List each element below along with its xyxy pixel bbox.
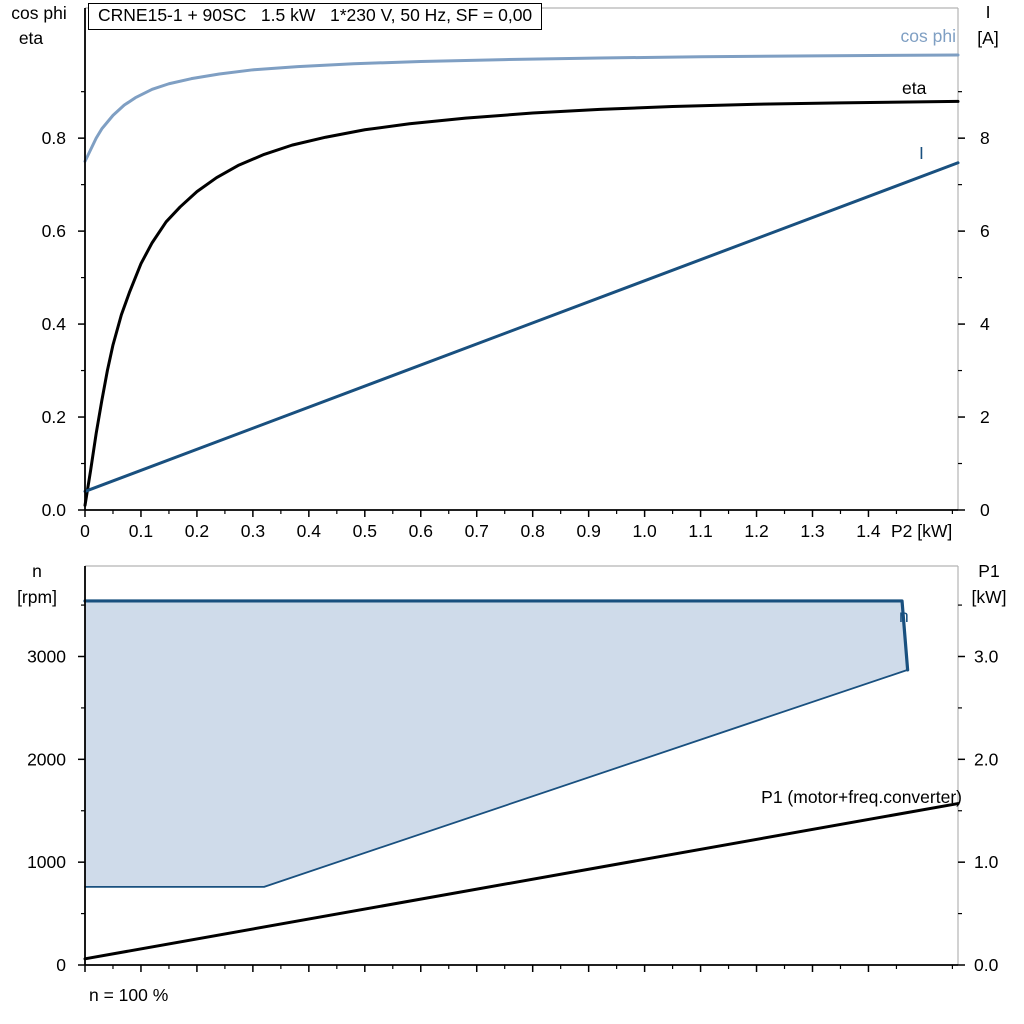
upper-right-axis-title-unit: [A] <box>977 28 999 48</box>
svg-text:0.7: 0.7 <box>465 521 489 541</box>
svg-text:1.3: 1.3 <box>800 521 824 541</box>
svg-text:0.0: 0.0 <box>42 500 67 520</box>
svg-text:2: 2 <box>980 407 990 427</box>
lower-right-axis-title-p1: P1 <box>978 561 1000 581</box>
upper-left-axis-title-cosphi: cos phi <box>11 3 67 23</box>
svg-text:0: 0 <box>980 500 990 520</box>
svg-text:0.2: 0.2 <box>42 407 66 427</box>
svg-text:2.0: 2.0 <box>974 749 999 769</box>
svg-text:0.9: 0.9 <box>576 521 600 541</box>
svg-text:0.4: 0.4 <box>42 314 67 334</box>
svg-text:1.0: 1.0 <box>974 852 999 872</box>
svg-text:0.0: 0.0 <box>974 955 999 975</box>
cos-phi-curve-label: cos phi <box>900 26 956 46</box>
svg-text:0.3: 0.3 <box>241 521 265 541</box>
lower-left-axis-title-n: n <box>32 561 42 581</box>
chart-title-box: CRNE15-1 + 90SC 1.5 kW 1*230 V, 50 Hz, S… <box>88 3 543 30</box>
svg-text:0.2: 0.2 <box>185 521 209 541</box>
svg-text:3.0: 3.0 <box>974 646 999 666</box>
svg-text:0.4: 0.4 <box>297 521 322 541</box>
svg-text:0.6: 0.6 <box>42 221 66 241</box>
svg-text:0.8: 0.8 <box>521 521 545 541</box>
speed-region-label: n <box>899 606 909 626</box>
upper-left-axis-title-eta: eta <box>18 28 44 48</box>
svg-text:1.1: 1.1 <box>688 521 712 541</box>
svg-text:1.2: 1.2 <box>744 521 768 541</box>
p1-curve-label: P1 (motor+freq.converter) <box>761 787 962 807</box>
svg-text:1000: 1000 <box>27 852 66 872</box>
svg-text:1.4: 1.4 <box>856 521 881 541</box>
svg-text:2000: 2000 <box>27 749 66 769</box>
svg-text:0.5: 0.5 <box>353 521 377 541</box>
svg-text:0: 0 <box>56 955 66 975</box>
upper-right-axis-title-current: I <box>985 2 991 22</box>
svg-text:0.8: 0.8 <box>42 128 66 148</box>
svg-text:0: 0 <box>80 521 90 541</box>
svg-text:6: 6 <box>980 221 990 241</box>
eta-curve-label: eta <box>902 78 927 98</box>
svg-text:0.6: 0.6 <box>409 521 433 541</box>
svg-text:3000: 3000 <box>27 646 66 666</box>
lower-chart-canvas: 0 1000 2000 3000 0.0 1.0 2.0 3.0 <box>27 565 999 975</box>
lower-right-axis-title-unit: [kW] <box>971 587 1007 607</box>
speed-percentage-footer: n = 100 % <box>89 985 169 1005</box>
current-curve-label: I <box>919 143 924 163</box>
svg-text:0.1: 0.1 <box>129 521 153 541</box>
x-axis-unit-label: P2 [kW] <box>891 521 953 541</box>
lower-left-axis-title-unit: [rpm] <box>17 587 57 607</box>
svg-text:4: 4 <box>980 314 990 334</box>
svg-text:8: 8 <box>980 128 990 148</box>
svg-text:1.0: 1.0 <box>632 521 657 541</box>
upper-chart-canvas: 0 0.1 0.2 0.3 0.4 0.5 0.6 0.7 0.8 0.9 1.0 1.1 1.2 1.3… <box>42 7 990 541</box>
